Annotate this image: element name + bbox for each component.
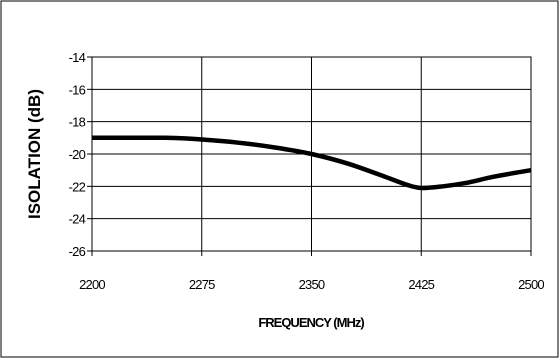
y-tick-label: -24 bbox=[69, 212, 86, 227]
y-axis-title: ISOLATION (dB) bbox=[25, 89, 44, 219]
y-tick-label: -22 bbox=[69, 179, 86, 194]
x-axis-ticks: 2200 2275 2350 2425 2500 bbox=[79, 251, 545, 292]
y-tick-label: -18 bbox=[69, 115, 86, 130]
y-tick-label: -16 bbox=[69, 82, 86, 97]
isolation-series-line bbox=[92, 135, 532, 191]
y-tick-label: -14 bbox=[69, 50, 86, 65]
y-tick-label: -26 bbox=[69, 244, 86, 259]
y-axis-ticks: -14 -16 -18 -20 -22 -24 -26 bbox=[69, 50, 92, 259]
y-tick-label: -20 bbox=[69, 147, 86, 162]
x-tick-label: 2425 bbox=[408, 277, 434, 292]
x-axis-title: FREQUENCY (MHz) bbox=[258, 315, 364, 330]
x-tick-label: 2500 bbox=[518, 277, 544, 292]
x-tick-label: 2275 bbox=[189, 277, 215, 292]
x-tick-label: 2200 bbox=[79, 277, 105, 292]
x-tick-label: 2350 bbox=[299, 277, 325, 292]
series-layer bbox=[92, 135, 532, 191]
